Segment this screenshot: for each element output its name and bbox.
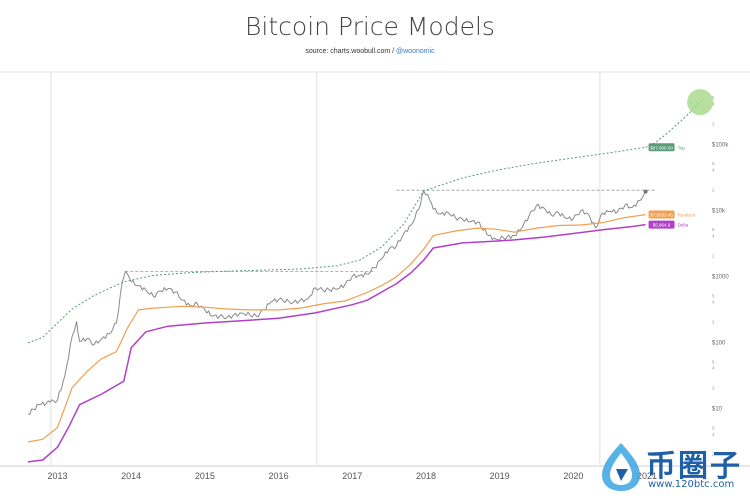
series-end-label: $87,000.00: [650, 145, 673, 150]
y-minor-tick-label: 2: [712, 253, 715, 258]
y-tick-label: $10k: [712, 208, 726, 214]
x-tick-label: 2021: [637, 471, 657, 481]
page-title: Bitcoin Price Models: [245, 12, 495, 41]
series-end-label-box: [648, 143, 675, 152]
current-price-marker: [643, 189, 648, 194]
x-tick-label: 2017: [342, 471, 362, 481]
x-tick-label: 2018: [416, 471, 436, 481]
y-minor-tick-label: 5: [712, 293, 715, 298]
delta-series-line: [27, 223, 646, 463]
y-minor-tick-label: 2: [712, 187, 715, 192]
watermark-url: www.120btc.com: [648, 479, 735, 490]
y-tick-label: $10: [712, 406, 723, 412]
source-prefix: source: charts.woobull.com /: [305, 48, 397, 55]
top-series-line: [27, 146, 646, 344]
price-series-line: [27, 190, 647, 415]
series-end-label-box: [648, 220, 675, 229]
series-end-name: Realized: [678, 213, 696, 218]
y-minor-tick-label: 2: [712, 452, 715, 457]
x-tick-label: 2020: [563, 471, 583, 481]
watermark-logo-icon: [602, 443, 640, 491]
y-minor-tick-label: 4: [712, 366, 715, 371]
series-end-label: $7,8333.45: [650, 213, 673, 218]
series-end-name: Delta: [678, 223, 689, 228]
y-minor-tick-label: 5: [712, 95, 715, 100]
x-tick-label: 2013: [47, 471, 67, 481]
y-minor-tick-label: 4: [712, 168, 715, 173]
watermark-text: 币圈子: [646, 449, 742, 484]
y-minor-tick-label: 5: [712, 425, 715, 430]
top-projection-line: [645, 101, 701, 148]
y-minor-tick-label: 4: [712, 234, 715, 239]
y-minor-tick-label: 4: [712, 102, 715, 107]
y-minor-tick-label: 5: [712, 161, 715, 166]
x-tick-label: 2016: [269, 471, 289, 481]
site-watermark: 币圈子 www.120btc.com: [594, 439, 744, 497]
y-minor-tick-label: 2: [712, 386, 715, 391]
y-minor-tick-label: 4: [712, 300, 715, 305]
x-tick-label: 2014: [121, 471, 141, 481]
y-minor-tick-label: 5: [712, 227, 715, 232]
y-tick-label: $100: [712, 340, 726, 346]
y-minor-tick-label: 2: [712, 320, 715, 325]
source-handle-link[interactable]: @woonomic: [396, 48, 435, 55]
series-end-name: Top: [678, 145, 686, 150]
chart-source: source: charts.woobull.com / @woonomic: [0, 48, 740, 55]
realized-series-line: [27, 214, 646, 443]
y-tick-label: $100k: [712, 142, 729, 148]
x-tick-label: 2019: [490, 471, 510, 481]
y-minor-tick-label: 5: [712, 359, 715, 364]
x-tick-label: 2015: [195, 471, 215, 481]
future-price-bubble: [687, 89, 714, 116]
series-end-label-box: [648, 210, 675, 219]
y-tick-label: $1000: [712, 274, 729, 280]
series-end-label: $5,864.9: [653, 223, 671, 228]
y-minor-tick-label: 2: [712, 121, 715, 126]
y-minor-tick-label: 4: [712, 432, 715, 437]
